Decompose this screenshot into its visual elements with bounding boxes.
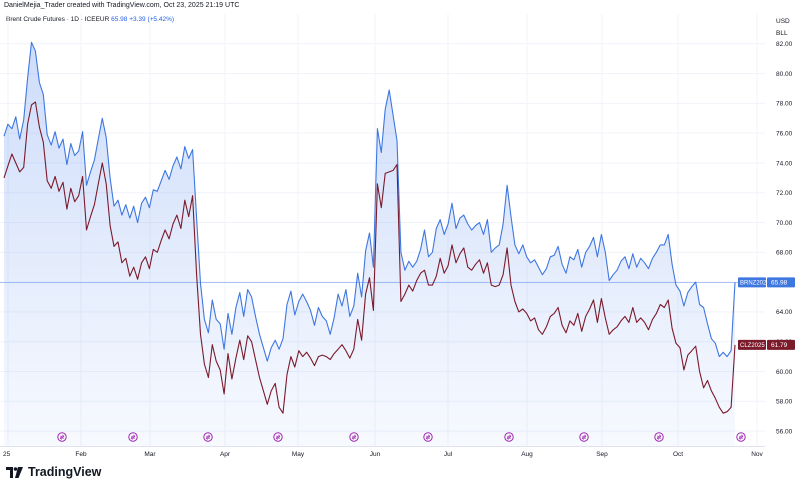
y-tick-label: 78.00 bbox=[776, 101, 793, 108]
price-tag-name-bg bbox=[738, 277, 766, 288]
event-marker-arrows bbox=[130, 434, 136, 440]
price-tag-BRNZ2025[interactable]: BRNZ2025 65.98 bbox=[738, 277, 795, 288]
x-tick-label: Sep bbox=[596, 451, 608, 458]
x-tick-label: Apr bbox=[220, 451, 231, 458]
event-marker-circle bbox=[504, 432, 514, 442]
price-tag-value-bg bbox=[767, 339, 795, 350]
event-marker-arrows bbox=[425, 434, 431, 440]
tradingview-logo[interactable]: TradingView bbox=[6, 465, 101, 479]
event-marker-circle bbox=[423, 432, 433, 442]
y-tick-label: 80.00 bbox=[776, 71, 793, 78]
price-scale-currency: USD bbox=[776, 18, 790, 25]
event-marker-icon[interactable] bbox=[579, 432, 589, 442]
symbol-legend[interactable]: Brent Crude Futures · 1D · ICEEUR 65.98 … bbox=[6, 15, 174, 25]
price-tag-value-bg bbox=[767, 277, 795, 288]
y-tick-label: 72.00 bbox=[776, 190, 793, 197]
event-marker-icon[interactable] bbox=[203, 432, 213, 442]
event-marker-arrows bbox=[738, 434, 744, 440]
y-tick-label: 68.00 bbox=[776, 250, 793, 257]
event-marker-arrows bbox=[59, 434, 65, 440]
price-tag-name-bg bbox=[738, 339, 766, 350]
price-change: +3.39 (+5.42%) bbox=[129, 16, 175, 23]
y-tick-label: 70.00 bbox=[776, 220, 793, 227]
x-tick-label: Feb bbox=[75, 451, 87, 458]
event-marker-circle bbox=[736, 432, 746, 442]
event-marker-icon[interactable] bbox=[57, 432, 67, 442]
event-marker-circle bbox=[273, 432, 283, 442]
series-line-CLZ2025[interactable] bbox=[3, 101, 736, 414]
y-tick-label: 64.00 bbox=[776, 309, 793, 316]
x-tick-label: Aug bbox=[521, 451, 533, 458]
tradingview-brand-text: TradingView bbox=[28, 465, 102, 479]
event-marker-arrows bbox=[275, 434, 281, 440]
x-tick-label: Jun bbox=[370, 451, 381, 458]
event-marker-icon[interactable] bbox=[423, 432, 433, 442]
y-tick-label: 60.00 bbox=[776, 369, 793, 376]
x-tick-label: Nov bbox=[751, 451, 763, 458]
series-area-BRNZ2025 bbox=[4, 42, 735, 447]
x-tick-label: 25 bbox=[3, 451, 11, 458]
event-marker-icon[interactable] bbox=[128, 432, 138, 442]
event-marker-icon[interactable] bbox=[273, 432, 283, 442]
series-lines bbox=[3, 41, 736, 414]
attribution-text: DanielMejia_Trader created with TradingV… bbox=[4, 2, 240, 9]
event-marker-circle bbox=[128, 432, 138, 442]
y-tick-label: 58.00 bbox=[776, 399, 793, 406]
event-marker-arrows bbox=[581, 434, 587, 440]
x-tick-label: May bbox=[292, 451, 305, 458]
series-line-BRNZ2025[interactable] bbox=[3, 41, 736, 362]
event-marker-icon[interactable] bbox=[654, 432, 664, 442]
price-tag-value: 65.98 bbox=[771, 280, 788, 287]
event-marker-icon[interactable] bbox=[349, 432, 359, 442]
event-marker-circle bbox=[57, 432, 67, 442]
price-tag-name: CLZ2025 bbox=[740, 343, 765, 349]
x-tick-label: Jul bbox=[444, 451, 453, 458]
event-marker-arrows bbox=[656, 434, 662, 440]
y-tick-label: 76.00 bbox=[776, 130, 793, 137]
price-scale-unit: BLL bbox=[776, 30, 788, 37]
axes: 56.0058.0060.0062.0064.0066.0068.0070.00… bbox=[0, 41, 795, 458]
price-tag-value: 61.79 bbox=[771, 342, 788, 349]
last-price: 65.98 bbox=[111, 16, 128, 23]
event-marker-circle bbox=[654, 432, 664, 442]
y-tick-label: 74.00 bbox=[776, 160, 793, 167]
symbol-name: Brent Crude Futures · 1D · ICEEUR bbox=[6, 16, 110, 23]
y-tick-label: 56.00 bbox=[776, 428, 793, 435]
area-fill bbox=[4, 42, 735, 447]
event-marker-icon[interactable] bbox=[504, 432, 514, 442]
x-tick-label: Mar bbox=[144, 451, 156, 458]
footer bbox=[0, 462, 800, 488]
event-marker-arrows bbox=[351, 434, 357, 440]
price-tag-CLZ2025[interactable]: CLZ2025 61.79 bbox=[738, 339, 795, 350]
y-tick-label: 82.00 bbox=[776, 41, 793, 48]
event-marker-arrows bbox=[205, 434, 211, 440]
price-tag-name: BRNZ2025 bbox=[740, 281, 770, 287]
event-marker-arrows bbox=[506, 434, 512, 440]
attribution-bar: DanielMejia_Trader created with TradingV… bbox=[0, 0, 800, 12]
event-marker-circle bbox=[579, 432, 589, 442]
event-marker-icon[interactable] bbox=[736, 432, 746, 442]
x-tick-label: Oct bbox=[673, 451, 683, 458]
tradingview-logo-icon bbox=[6, 466, 23, 478]
event-marker-circle bbox=[349, 432, 359, 442]
event-marker-circle bbox=[203, 432, 213, 442]
price-chart[interactable]: 56.0058.0060.0062.0064.0066.0068.0070.00… bbox=[0, 0, 800, 462]
